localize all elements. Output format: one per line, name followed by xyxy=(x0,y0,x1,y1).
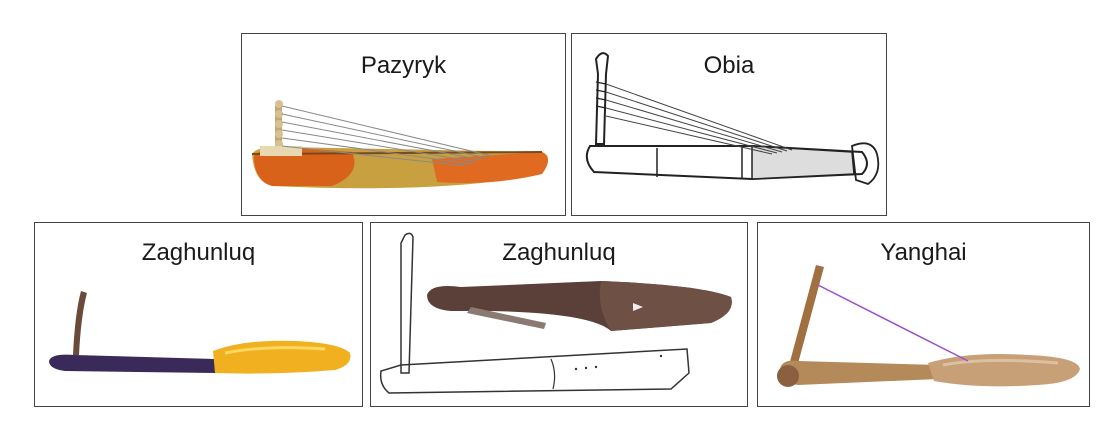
obia-harp-drawing xyxy=(585,52,880,185)
harp-panel-zaghunluq-photo: Zaghunluq xyxy=(34,222,363,407)
yanghai-harp-photo xyxy=(777,265,1080,387)
panel-label: Zaghunluq xyxy=(141,239,256,266)
harp-panel-yanghai: Yanghai xyxy=(757,222,1090,407)
harp-panel-obia: Obia xyxy=(571,33,887,216)
panel-label: Obia xyxy=(703,52,755,79)
panel-label: Zaghunluq xyxy=(502,239,616,266)
panel-label: Pazyryk xyxy=(360,52,447,79)
harp-panel-zaghunluq-drawing: Zaghunluq xyxy=(370,222,748,407)
zaghunluq-harp-drawing xyxy=(379,232,732,394)
pazyryk-harp-illustration xyxy=(251,100,548,189)
harp-panel-pazyryk: Pazyryk xyxy=(241,33,566,216)
zaghunluq-harp-photo xyxy=(49,291,351,374)
panel-label: Yanghai xyxy=(880,239,967,266)
